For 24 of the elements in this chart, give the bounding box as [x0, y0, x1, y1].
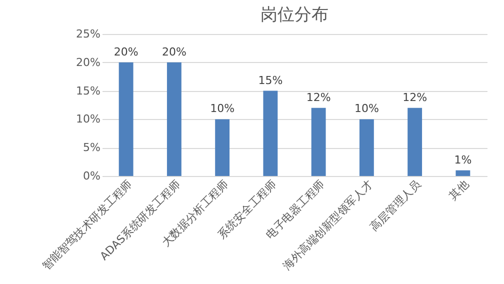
data-label: 12%	[306, 90, 331, 104]
bar	[408, 108, 422, 176]
bar	[456, 170, 470, 176]
data-label: 1%	[454, 153, 472, 166]
data-label: 20%	[162, 45, 186, 58]
data-label: 10%	[354, 102, 379, 116]
data-label: 15%	[258, 74, 283, 87]
data-label: 10%	[210, 102, 235, 116]
y-tick-label: 5%	[83, 141, 100, 154]
bar	[166, 62, 182, 176]
y-tick-label: 20%	[76, 56, 100, 69]
y-tick-label: 0%	[83, 170, 100, 182]
bar	[311, 108, 326, 176]
bar	[359, 119, 374, 176]
bar	[215, 119, 230, 176]
y-tick-label: 10%	[76, 112, 100, 126]
bar	[118, 62, 134, 176]
chart-title: 岗位分布	[260, 5, 328, 25]
x-tick-label: 其他	[446, 178, 472, 203]
y-tick-label: 15%	[76, 84, 100, 98]
bar	[263, 90, 278, 176]
data-label: 20%	[114, 45, 138, 58]
y-tick-label: 25%	[76, 28, 100, 40]
data-label: 12%	[402, 90, 428, 104]
